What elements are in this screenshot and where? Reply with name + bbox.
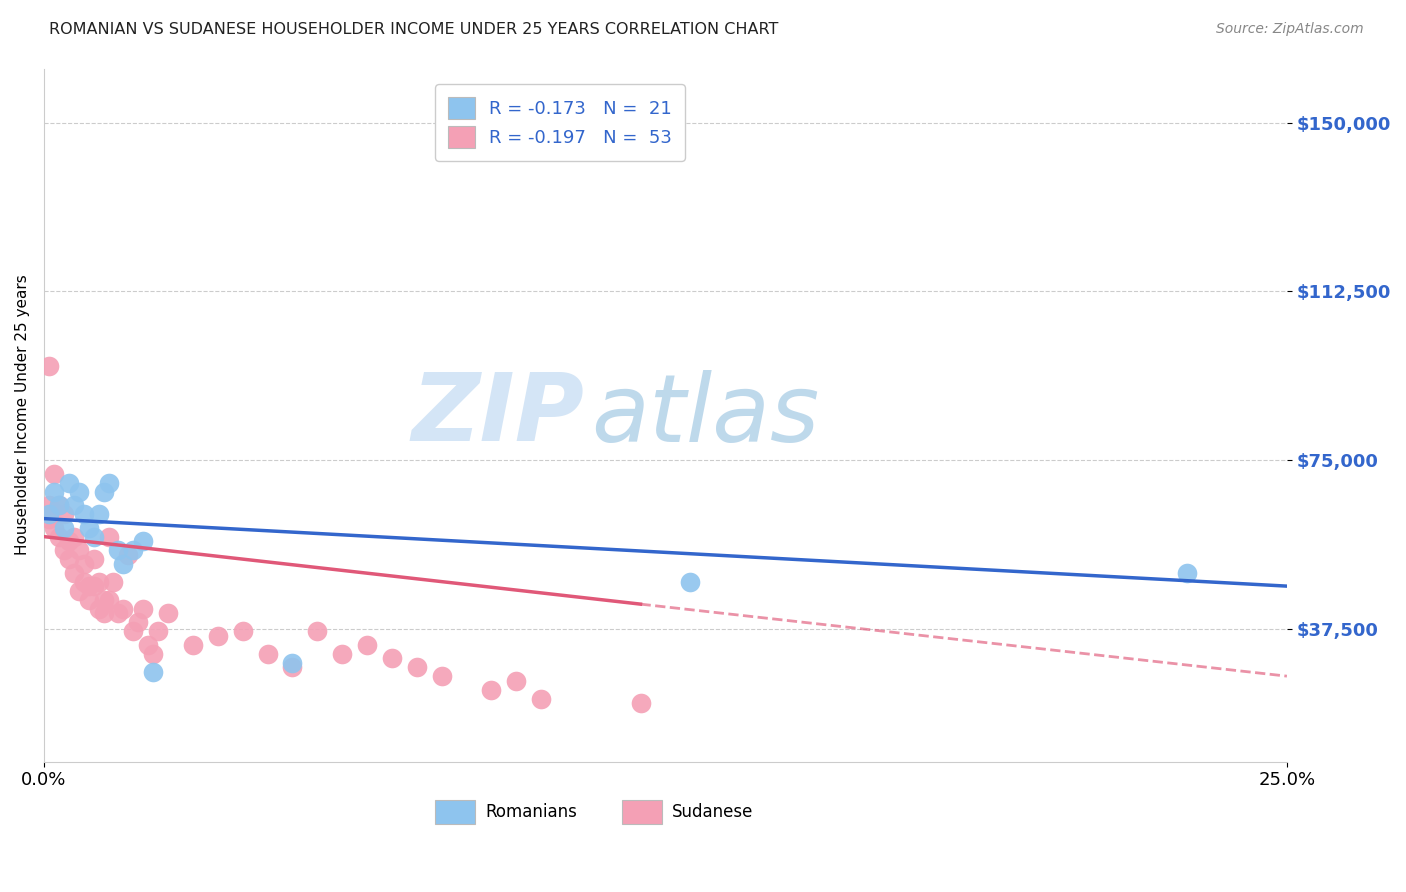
Point	[122, 624, 145, 639]
Point	[77, 592, 100, 607]
Point	[127, 615, 149, 629]
Point	[232, 624, 254, 639]
Point	[87, 601, 110, 615]
Point	[157, 606, 180, 620]
Point	[52, 507, 75, 521]
Point	[136, 638, 159, 652]
Point	[83, 579, 105, 593]
Point	[281, 656, 304, 670]
Point	[77, 520, 100, 534]
Point	[67, 583, 90, 598]
Point	[83, 552, 105, 566]
Point	[38, 507, 60, 521]
Point	[405, 660, 427, 674]
Point	[479, 682, 502, 697]
Point	[58, 534, 80, 549]
Text: atlas: atlas	[591, 369, 820, 460]
Point	[73, 574, 96, 589]
Point	[87, 507, 110, 521]
Point	[307, 624, 329, 639]
Point	[62, 530, 84, 544]
Point	[73, 507, 96, 521]
Point	[48, 498, 70, 512]
Point	[48, 530, 70, 544]
Point	[62, 498, 84, 512]
Point	[67, 543, 90, 558]
Point	[93, 484, 115, 499]
Text: ROMANIAN VS SUDANESE HOUSEHOLDER INCOME UNDER 25 YEARS CORRELATION CHART: ROMANIAN VS SUDANESE HOUSEHOLDER INCOME …	[49, 22, 779, 37]
FancyBboxPatch shape	[621, 800, 662, 824]
Point	[48, 498, 70, 512]
Point	[148, 624, 170, 639]
Point	[330, 647, 353, 661]
Point	[93, 592, 115, 607]
Point	[142, 647, 165, 661]
Point	[42, 520, 65, 534]
Text: Romanians: Romanians	[485, 804, 576, 822]
Point	[97, 592, 120, 607]
Point	[132, 601, 155, 615]
Point	[381, 651, 404, 665]
Y-axis label: Householder Income Under 25 years: Householder Income Under 25 years	[15, 275, 30, 556]
Point	[132, 534, 155, 549]
Text: Sudanese: Sudanese	[672, 804, 754, 822]
Point	[630, 696, 652, 710]
Legend: R = -0.173   N =  21, R = -0.197   N =  53: R = -0.173 N = 21, R = -0.197 N = 53	[434, 85, 685, 161]
Point	[112, 601, 135, 615]
Point	[505, 673, 527, 688]
Point	[77, 579, 100, 593]
Point	[58, 552, 80, 566]
Point	[52, 520, 75, 534]
Point	[87, 574, 110, 589]
Point	[430, 669, 453, 683]
Point	[281, 660, 304, 674]
Point	[1177, 566, 1199, 580]
Point	[530, 691, 553, 706]
Point	[38, 359, 60, 373]
Point	[42, 467, 65, 481]
Point	[107, 543, 129, 558]
Point	[83, 530, 105, 544]
Point	[52, 543, 75, 558]
Point	[207, 629, 229, 643]
Point	[112, 557, 135, 571]
Point	[42, 484, 65, 499]
Point	[122, 543, 145, 558]
Point	[97, 475, 120, 490]
Point	[38, 511, 60, 525]
Point	[356, 638, 378, 652]
Point	[93, 606, 115, 620]
Text: ZIP: ZIP	[412, 369, 585, 461]
FancyBboxPatch shape	[436, 800, 475, 824]
Point	[256, 647, 278, 661]
Text: Source: ZipAtlas.com: Source: ZipAtlas.com	[1216, 22, 1364, 37]
Point	[58, 475, 80, 490]
Point	[38, 498, 60, 512]
Point	[103, 574, 125, 589]
Point	[107, 606, 129, 620]
Point	[62, 566, 84, 580]
Point	[73, 557, 96, 571]
Point	[142, 665, 165, 679]
Point	[181, 638, 204, 652]
Point	[67, 484, 90, 499]
Point	[97, 530, 120, 544]
Point	[117, 548, 139, 562]
Point	[679, 574, 702, 589]
